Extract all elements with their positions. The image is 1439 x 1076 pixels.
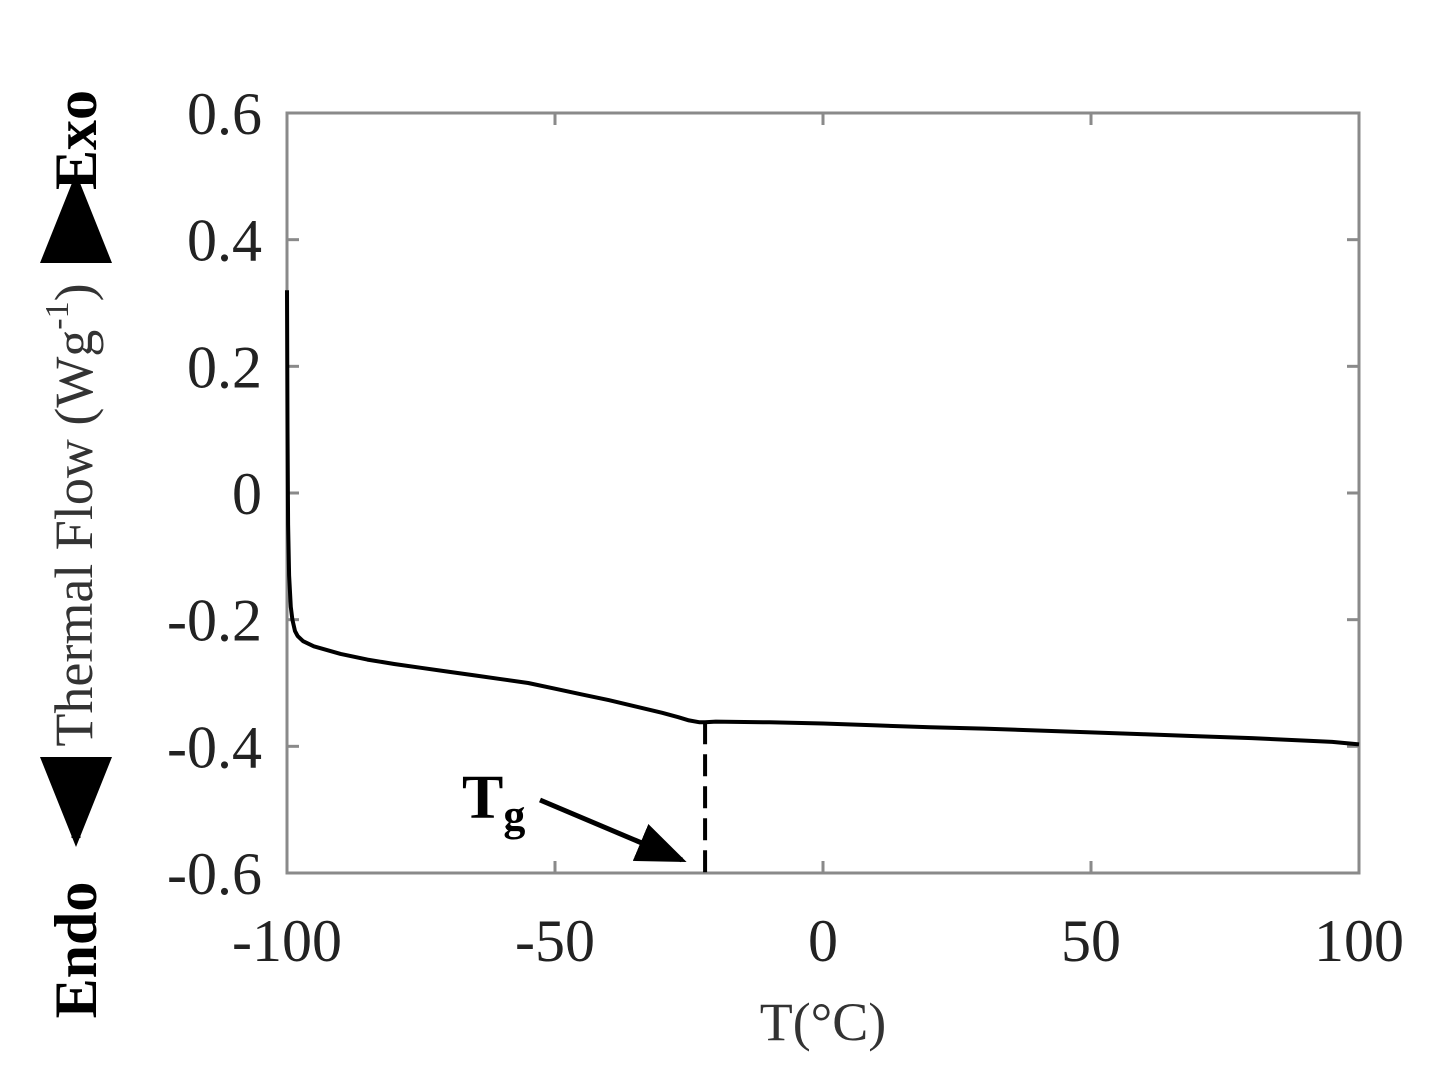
y-axis-title: Thermal Flow (Wg-1) bbox=[39, 283, 104, 746]
y-axis-title-close: ) bbox=[44, 283, 104, 301]
y-axis-ticks: 0.6 0.4 0.2 0 -0.2 -0.4 -0.6 bbox=[167, 81, 1359, 907]
tg-annotation-sub: g bbox=[503, 791, 525, 840]
x-axis-ticks: -100 -50 0 50 100 bbox=[232, 113, 1404, 974]
tg-annotation: Tg bbox=[462, 764, 525, 840]
x-tick-label: 0 bbox=[808, 908, 838, 974]
y-tick-label: 0.2 bbox=[187, 334, 262, 400]
endo-label: Endo bbox=[43, 882, 109, 1019]
y-axis-title-sup: -1 bbox=[39, 301, 76, 329]
plot-frame bbox=[285, 111, 1361, 875]
svg-text:Thermal Flow (Wg-1): Thermal Flow (Wg-1) bbox=[39, 283, 104, 746]
series-line bbox=[285, 290, 1360, 747]
exo-indicator: Exo bbox=[39, 90, 112, 263]
y-tick-label: -0.4 bbox=[167, 714, 262, 780]
exo-label: Exo bbox=[43, 90, 109, 190]
x-axis-title: T(°C) bbox=[760, 992, 887, 1052]
y-axis-title-main: Thermal Flow (Wg bbox=[44, 330, 104, 747]
x-tick-label: -100 bbox=[232, 908, 342, 974]
x-tick-label: 50 bbox=[1061, 908, 1121, 974]
tg-arrow bbox=[539, 797, 687, 863]
y-tick-label: -0.6 bbox=[167, 841, 262, 907]
y-tick-label: 0.4 bbox=[187, 208, 262, 274]
x-tick-label: -50 bbox=[515, 908, 595, 974]
y-tick-label: 0.6 bbox=[187, 81, 262, 147]
x-tick-label: 100 bbox=[1314, 908, 1404, 974]
endo-indicator: Endo bbox=[40, 757, 112, 1019]
y-tick-label: 0 bbox=[232, 461, 262, 527]
y-tick-label: -0.2 bbox=[167, 588, 262, 654]
tg-annotation-main: T bbox=[462, 764, 503, 832]
